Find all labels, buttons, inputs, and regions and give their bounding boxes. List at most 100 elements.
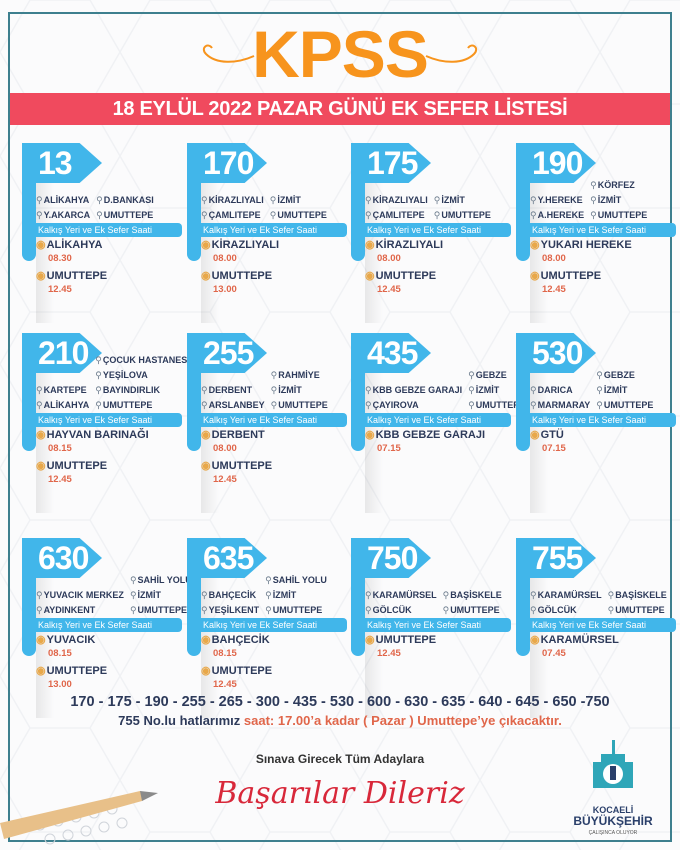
stop-name: KBB GEBZE GARAJI <box>372 385 463 395</box>
departure-item: ◉UMUTTEPE 12.45 <box>365 270 443 296</box>
route-number: 13 <box>38 145 73 181</box>
stop-name: UMUTTEPE <box>272 605 323 615</box>
route-card: 175 ⚲KİRAZLIYALI ⚲ÇAMLITEPE ⚲İZMİT ⚲UMUTTEPE… <box>351 143 516 323</box>
map-pin-icon: ⚲ <box>201 210 208 220</box>
departure-time: 13.00 <box>213 284 237 295</box>
departure-time: 12.45 <box>542 284 566 295</box>
route-card: 210 ⚲KARTEPE ⚲ALİKAHYA ⚲ÇOCUK HASTANESİ ⚲YEŞ… <box>22 333 190 513</box>
departure-place: ◉UMUTTEPE <box>201 665 272 678</box>
poster-frame <box>8 12 672 842</box>
stop-item: ⚲İZMİT <box>468 384 525 396</box>
route-number-tag: 13 <box>22 143 102 183</box>
stop-name: GÖLCÜK <box>537 605 577 615</box>
stop-name: GÖLCÜK <box>372 605 412 615</box>
stop-item: ⚲KİRAZLIYALI <box>201 194 264 206</box>
map-pin-icon: ⚲ <box>201 590 208 600</box>
route-number-tag: 170 <box>187 143 267 183</box>
stops-column-right: ⚲BAŞİSKELE ⚲UMUTTEPE <box>608 589 667 616</box>
route-stops: ⚲KARAMÜRSEL ⚲GÖLCÜK ⚲BAŞİSKELE ⚲UMUTTEPE <box>365 589 502 616</box>
departure-place: ◉HAYVAN BARINAĞI <box>36 429 149 442</box>
map-pin-icon: ⚲ <box>433 210 441 220</box>
stop-name: YUVACIK MERKEZ <box>43 590 124 600</box>
stop-name: ALİKAHYA <box>43 400 90 410</box>
stop-name: İZMİT <box>137 590 162 600</box>
stop-item: ⚲İZMİT <box>434 194 491 206</box>
departures: ◉BAHÇECİK 08.15 ◉UMUTTEPE 12.45 <box>201 634 272 696</box>
departure-place-name: UMUTTEPE <box>375 634 437 646</box>
stop-name: İZMİT <box>278 385 302 395</box>
right-ornament-icon <box>425 44 478 63</box>
location-marker-icon: ◉ <box>365 270 375 282</box>
stop-item: ⚲KARAMÜRSEL <box>530 589 602 601</box>
departure-item: ◉KİRAZLIYALI 08.00 <box>201 239 279 265</box>
stop-name: İZMİT <box>597 195 622 205</box>
stops-column-left: ⚲DERBENT ⚲ARSLANBEY <box>201 384 265 411</box>
route-number: 630 <box>38 540 89 576</box>
departure-item: ◉UMUTTEPE 12.45 <box>201 460 272 486</box>
map-pin-icon: ⚲ <box>433 195 441 205</box>
location-marker-icon: ◉ <box>36 429 46 441</box>
map-pin-icon: ⚲ <box>36 385 43 395</box>
map-pin-icon: ⚲ <box>36 210 43 220</box>
municipality-emblem-icon <box>593 740 633 788</box>
departure-item: ◉HAYVAN BARINAĞI 08.15 <box>36 429 149 455</box>
pencil-answer-sheet-illustration <box>0 791 158 845</box>
route-note: 755 No.lu hatlarımız saat: 17.00’a kadar… <box>0 713 680 728</box>
stop-item: ⚲ÇOCUK HASTANESİ <box>95 354 189 366</box>
stop-item: ⚲Y.AKARCA <box>36 209 90 221</box>
stop-name: A.HEREKE <box>537 210 585 220</box>
location-marker-icon: ◉ <box>530 634 540 646</box>
map-pin-icon: ⚲ <box>129 605 137 615</box>
map-pin-icon: ⚲ <box>96 210 103 220</box>
departures: ◉KİRAZLIYALI 08.00 ◉UMUTTEPE 12.45 <box>365 239 443 301</box>
stop-name: KARAMÜRSEL <box>372 590 437 600</box>
stops-column-left: ⚲KARTEPE ⚲ALİKAHYA <box>36 384 89 411</box>
stop-item: ⚲BAYINDIRLIK <box>95 384 189 396</box>
stop-name: ÇAYIROVA <box>372 400 419 410</box>
departure-place: ◉KİRAZLIYALI <box>201 239 279 252</box>
stops-column-left: ⚲Y.HEREKE ⚲A.HEREKE <box>530 194 584 221</box>
map-pin-icon: ⚲ <box>36 195 43 205</box>
map-pin-icon: ⚲ <box>530 210 537 220</box>
departure-time: 08.15 <box>213 648 237 659</box>
route-stops: ⚲KBB GEBZE GARAJI ⚲ÇAYIROVA ⚲GEBZE ⚲İZMİT ⚲U… <box>365 369 525 411</box>
title-banner: 18 EYLÜL 2022 PAZAR GÜNÜ EK SEFER LİSTES… <box>10 93 670 125</box>
departure-time: 13.00 <box>48 679 72 690</box>
logo-line1: KOCAELİ <box>592 805 634 815</box>
departure-time: 07.15 <box>542 443 566 454</box>
route-number-tag: 530 <box>516 333 596 373</box>
stop-item: ⚲UMUTTEPE <box>596 399 653 411</box>
departure-time: 08.00 <box>377 253 401 264</box>
route-note-highlight: saat: 17.00’a kadar ( Pazar ) Umuttepe’y… <box>240 713 562 728</box>
map-pin-icon: ⚲ <box>96 195 103 205</box>
route-card: 170 ⚲KİRAZLIYALI ⚲ÇAMLITEPE ⚲İZMİT ⚲UMUTTEPE… <box>187 143 352 323</box>
departure-place-name: UMUTTEPE <box>211 665 273 677</box>
map-pin-icon: ⚲ <box>95 370 102 380</box>
location-marker-icon: ◉ <box>530 270 540 282</box>
departure-time: 12.45 <box>48 284 72 295</box>
departure-place: ◉UMUTTEPE <box>201 270 279 283</box>
stop-item: ⚲İZMİT <box>590 194 647 206</box>
departure-place: ◉UMUTTEPE <box>201 460 272 473</box>
departure-place-name: UMUTTEPE <box>211 270 273 282</box>
route-number: 530 <box>532 335 583 371</box>
stops-column-right: ⚲RAHMİYE ⚲İZMİT ⚲UMUTTEPE <box>271 369 328 411</box>
route-number-tag: 635 <box>187 538 267 578</box>
route-card: 750 ⚲KARAMÜRSEL ⚲GÖLCÜK ⚲BAŞİSKELE ⚲UMUTTEPE… <box>351 538 516 718</box>
stop-name: Y.AKARCA <box>43 210 91 220</box>
map-pin-icon: ⚲ <box>530 400 537 410</box>
departure-place-name: UMUTTEPE <box>540 270 602 282</box>
departure-place-name: DERBENT <box>211 429 265 441</box>
stop-item: ⚲UMUTTEPE <box>95 399 189 411</box>
stop-name: UMUTTEPE <box>597 210 648 220</box>
logo-slogan: ÇALIŞINCA OLUYOR <box>588 830 638 836</box>
stop-item: ⚲SAHİL YOLU <box>130 574 192 586</box>
stop-item: ⚲UMUTTEPE <box>96 209 154 221</box>
stops-column-left: ⚲KARAMÜRSEL ⚲GÖLCÜK <box>365 589 437 616</box>
map-pin-icon: ⚲ <box>129 575 137 585</box>
logo-line2: BÜYÜKŞEHİR <box>573 814 653 828</box>
route-stops: ⚲KARTEPE ⚲ALİKAHYA ⚲ÇOCUK HASTANESİ ⚲YEŞİLO… <box>36 354 190 411</box>
route-number: 210 <box>38 335 89 371</box>
route-number-tag: 630 <box>22 538 102 578</box>
departure-place-name: HAYVAN BARINAĞI <box>46 429 149 441</box>
